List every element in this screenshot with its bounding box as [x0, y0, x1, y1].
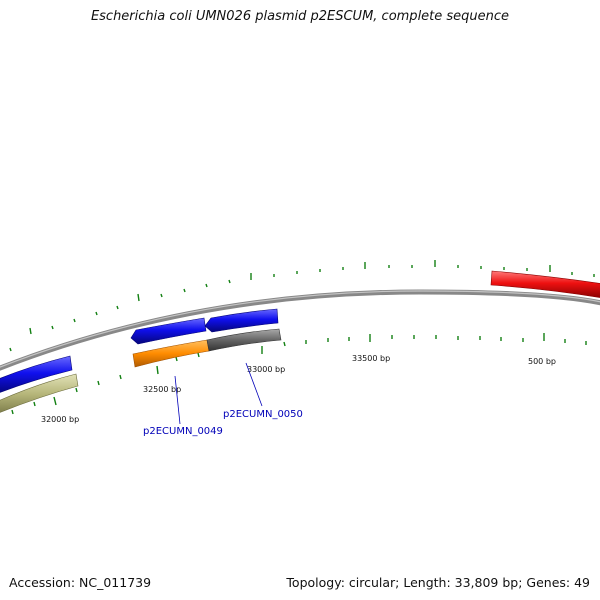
label-line-p2ECUMN-0050 — [245, 362, 263, 407]
tick-label-32000: 32000 bp — [41, 415, 79, 424]
tick-label-32500: 32500 bp — [143, 385, 181, 394]
label-line-p2ECUMN-0049 — [174, 375, 181, 425]
topology-label: Topology: circular; Length: 33,809 bp; G… — [286, 575, 590, 590]
gene-label-p2ECUMN-0050[interactable]: p2ECUMN_0050 — [223, 409, 303, 420]
tick-label-33000: 33000 bp — [247, 365, 285, 374]
plasmid-backbone — [0, 289, 600, 371]
gene-label-p2ECUMN-0049[interactable]: p2ECUMN_0049 — [143, 426, 223, 437]
outer-tick-ring — [9, 260, 595, 352]
accession-label: Accession: NC_011739 — [9, 575, 152, 590]
inner-tick-ring — [11, 333, 587, 415]
cds-forward-left — [0, 355, 73, 393]
tick-label-33500: 33500 bp — [352, 354, 390, 363]
cds-reverse-khaki — [0, 373, 79, 413]
tick-label-500: 500 bp — [528, 357, 556, 366]
map-title: Escherichia coli UMN026 plasmid p2ESCUM,… — [90, 9, 510, 24]
cds-forward-p2ECUMN-0049 — [130, 317, 207, 345]
cds-reverse-grey — [206, 328, 282, 352]
cds-forward-p2ECUMN-0050 — [204, 308, 279, 333]
rna-feature-red — [490, 270, 600, 298]
plasmid-backbone-highlight — [0, 290, 600, 368]
